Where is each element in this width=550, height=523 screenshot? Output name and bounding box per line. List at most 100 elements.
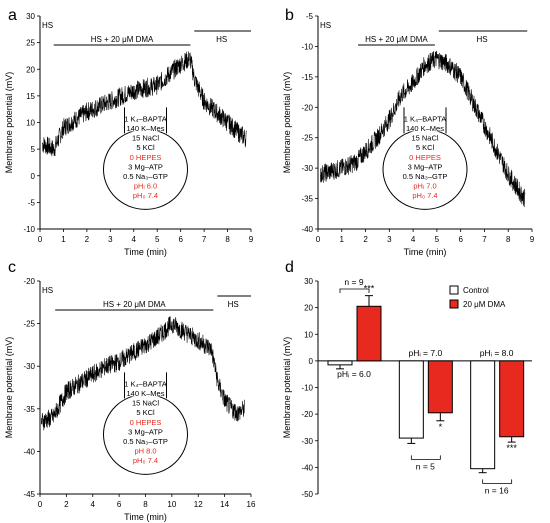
solution-line: 0.5 Na₃–GTP — [123, 437, 168, 446]
significance-marker: *** — [506, 443, 517, 453]
n-bracket — [410, 455, 441, 460]
panel-label: b — [285, 7, 294, 24]
y-tick-label: 10 — [26, 119, 35, 128]
legend-swatch — [449, 299, 459, 309]
y-tick-label: 20 — [304, 304, 313, 313]
x-tick-label: 5 — [435, 235, 440, 244]
solution-line: 140 K–Mes — [127, 124, 165, 133]
solution-line: pHᵢ 6.0 — [134, 182, 157, 191]
solution-line: pH₀ 7.4 — [133, 191, 158, 200]
x-tick-label: 4 — [132, 235, 137, 244]
solution-line: 5 KCl — [416, 143, 435, 152]
bar — [499, 360, 525, 438]
significance-marker: * — [439, 422, 443, 432]
x-tick-label: 10 — [167, 500, 176, 509]
x-tick-label: 16 — [247, 500, 256, 509]
solution-line: pH₀ 7.4 — [133, 456, 158, 465]
y-tick-label: -30 — [301, 164, 313, 173]
y-tick-label: -25 — [301, 134, 313, 143]
solution-line: 3 Mg–ATP — [128, 162, 163, 171]
x-tick-label: 1 — [61, 235, 66, 244]
x-tick-label: 12 — [194, 500, 203, 509]
segment-label: HS — [320, 21, 331, 30]
legend-swatch — [449, 285, 459, 295]
panel-label: a — [8, 7, 17, 24]
x-tick-label: 1 — [340, 235, 345, 244]
x-tick-label: 2 — [64, 500, 69, 509]
solution-line: 15 NaCl — [132, 399, 159, 408]
y-tick-label: 10 — [304, 330, 313, 339]
y-tick-label: -20 — [23, 277, 35, 286]
y-tick-label: 5 — [31, 145, 36, 154]
x-tick-label: 2 — [85, 235, 90, 244]
solution-line: 1 K₄–BAPTA — [124, 114, 167, 123]
solution-line: 1 K₄–BAPTA — [404, 114, 447, 123]
bar — [398, 360, 424, 439]
x-tick-label: 5 — [155, 235, 160, 244]
x-tick-label: 8 — [143, 500, 148, 509]
x-tick-label: 6 — [178, 235, 183, 244]
x-tick-label: 7 — [482, 235, 487, 244]
y-tick-label: -50 — [301, 490, 313, 499]
y-tick-label: -30 — [23, 362, 35, 371]
y-tick-label: -20 — [301, 410, 313, 419]
x-tick-label: 0 — [38, 500, 43, 509]
x-tick-label: 4 — [411, 235, 416, 244]
y-tick-label: -15 — [301, 73, 313, 82]
solution-line: 0 HEPES — [409, 153, 441, 162]
pipette-neck — [403, 107, 447, 134]
x-tick-label: 6 — [117, 500, 122, 509]
solution-line: 3 Mg–ATP — [128, 427, 163, 436]
x-tick-label: 14 — [220, 500, 229, 509]
legend-label: Control — [463, 286, 489, 295]
y-tick-label: -20 — [301, 103, 313, 112]
panel-d: d -50 -40 -30 -20 -10 0 10 20 30 Membrane potentia… — [282, 259, 532, 499]
x-tick-label: 4 — [91, 500, 96, 509]
segment-label: HS — [228, 300, 239, 309]
segment-label: HS — [42, 286, 53, 295]
x-tick-label: 8 — [225, 235, 230, 244]
pipette-neck — [124, 107, 167, 134]
y-tick-label: -35 — [301, 195, 313, 204]
y-tick-label: -25 — [23, 320, 35, 329]
x-tick-label: 3 — [108, 235, 113, 244]
x-tick-label: 7 — [202, 235, 207, 244]
n-bracket — [482, 479, 513, 484]
panel-c: c -45 -40 -35 -30 -25 -20 Membrane potential (m… — [4, 259, 256, 522]
voltage-trace — [42, 51, 247, 157]
panel-label: c — [8, 259, 16, 276]
voltage-trace — [41, 316, 245, 431]
x-tick-label: 8 — [506, 235, 511, 244]
solution-line: pH 8.0 — [134, 447, 156, 456]
y-axis-label: Membrane potential (mV) — [282, 72, 292, 174]
n-bracket — [339, 288, 370, 293]
panel-label: d — [285, 259, 294, 276]
voltage-trace — [320, 50, 526, 208]
x-tick-label: 3 — [387, 235, 392, 244]
legend-label: 20 μM DMA — [463, 300, 506, 309]
n-label: n = 9 — [344, 277, 363, 287]
segment-label: HS — [477, 35, 488, 44]
category-label: pHᵢ = 8.0 — [480, 348, 514, 358]
solution-line: 5 KCl — [136, 143, 155, 152]
x-axis-label: Time (min) — [124, 512, 167, 522]
y-tick-label: -10 — [23, 225, 35, 234]
bar — [427, 360, 453, 414]
y-tick-label: 25 — [26, 39, 35, 48]
y-tick-label: -30 — [301, 437, 313, 446]
panel-b: b -40 -35 -30 -25 -20 -15 -10 -5 Membrane potenti… — [282, 7, 535, 257]
pipette-neck-bg — [123, 372, 168, 397]
y-tick-label: -40 — [23, 447, 35, 456]
y-tick-label: 0 — [309, 357, 314, 366]
y-tick-label: -5 — [28, 198, 36, 207]
solution-line: 0.5 Na₃–GTP — [123, 172, 168, 181]
y-tick-label: -35 — [23, 405, 35, 414]
solution-line: 0 HEPES — [130, 418, 162, 427]
bar — [327, 360, 353, 366]
pipette-neck-bg — [403, 107, 447, 132]
segment-label: HS + 20 μM DMA — [103, 300, 166, 309]
solution-line: 0 HEPES — [130, 153, 162, 162]
n-label: n = 5 — [416, 461, 435, 471]
